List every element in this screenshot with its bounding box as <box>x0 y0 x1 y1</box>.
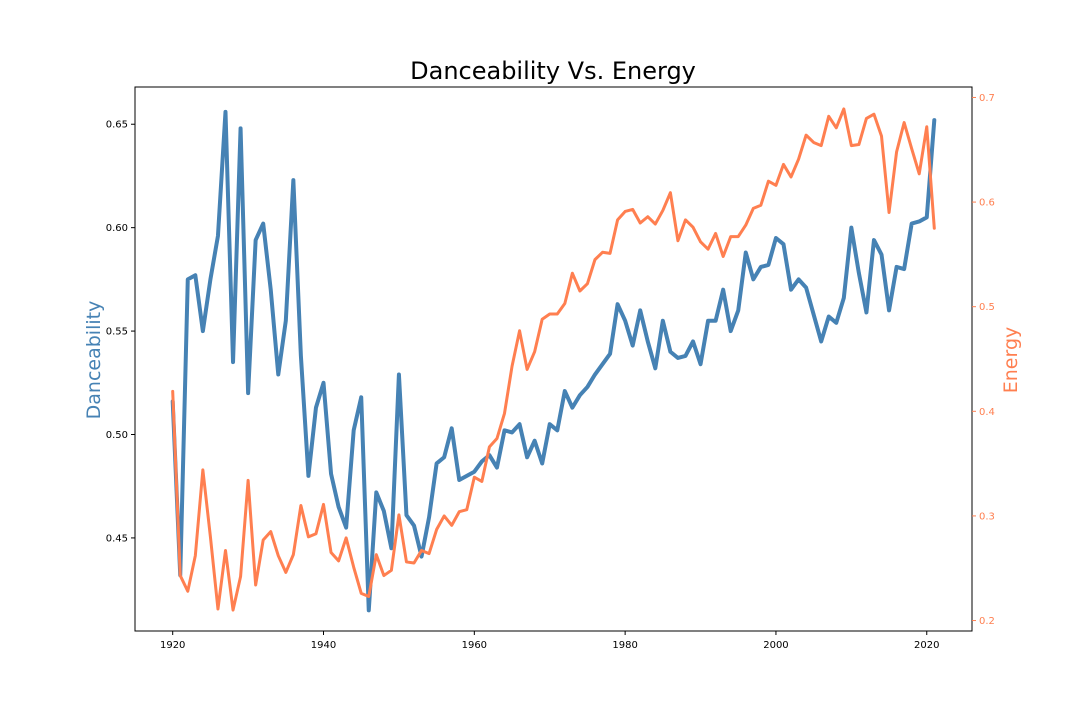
y-right-tick-label: 0.4 <box>979 407 995 418</box>
y-right-tick-label: 0.5 <box>979 302 995 313</box>
y-right-tick-label: 0.2 <box>979 616 995 627</box>
y-left-tick-label: 0.65 <box>106 120 128 131</box>
y-right-tick-label: 0.3 <box>979 511 995 522</box>
series-line-danceability <box>170 109 937 613</box>
x-tick-label: 1980 <box>612 640 637 651</box>
y-left-tick-label: 0.60 <box>106 223 128 234</box>
y-left-tick-label: 0.45 <box>106 533 128 544</box>
chart-title: Danceability Vs. Energy <box>410 57 696 85</box>
series-line-energy <box>171 107 936 612</box>
x-tick-label: 1920 <box>160 640 185 651</box>
x-tick-label: 1960 <box>462 640 487 651</box>
y-right-tick-label: 0.7 <box>979 93 995 104</box>
y-axis-label-left: Danceability <box>83 301 105 420</box>
x-tick-label: 2000 <box>763 640 788 651</box>
axes: 1920 1940 1960 1980 2000 20200.450.500.550.60… <box>106 86 995 651</box>
x-tick-label: 2020 <box>914 640 939 651</box>
y-left-tick-label: 0.55 <box>106 327 128 338</box>
y-axis-label-right: Energy <box>1000 327 1022 394</box>
plot-frame <box>134 86 973 632</box>
y-right-tick-label: 0.6 <box>979 198 995 209</box>
x-tick-label: 1940 <box>311 640 336 651</box>
y-left-tick-label: 0.50 <box>106 430 128 441</box>
plot-area <box>170 107 937 613</box>
